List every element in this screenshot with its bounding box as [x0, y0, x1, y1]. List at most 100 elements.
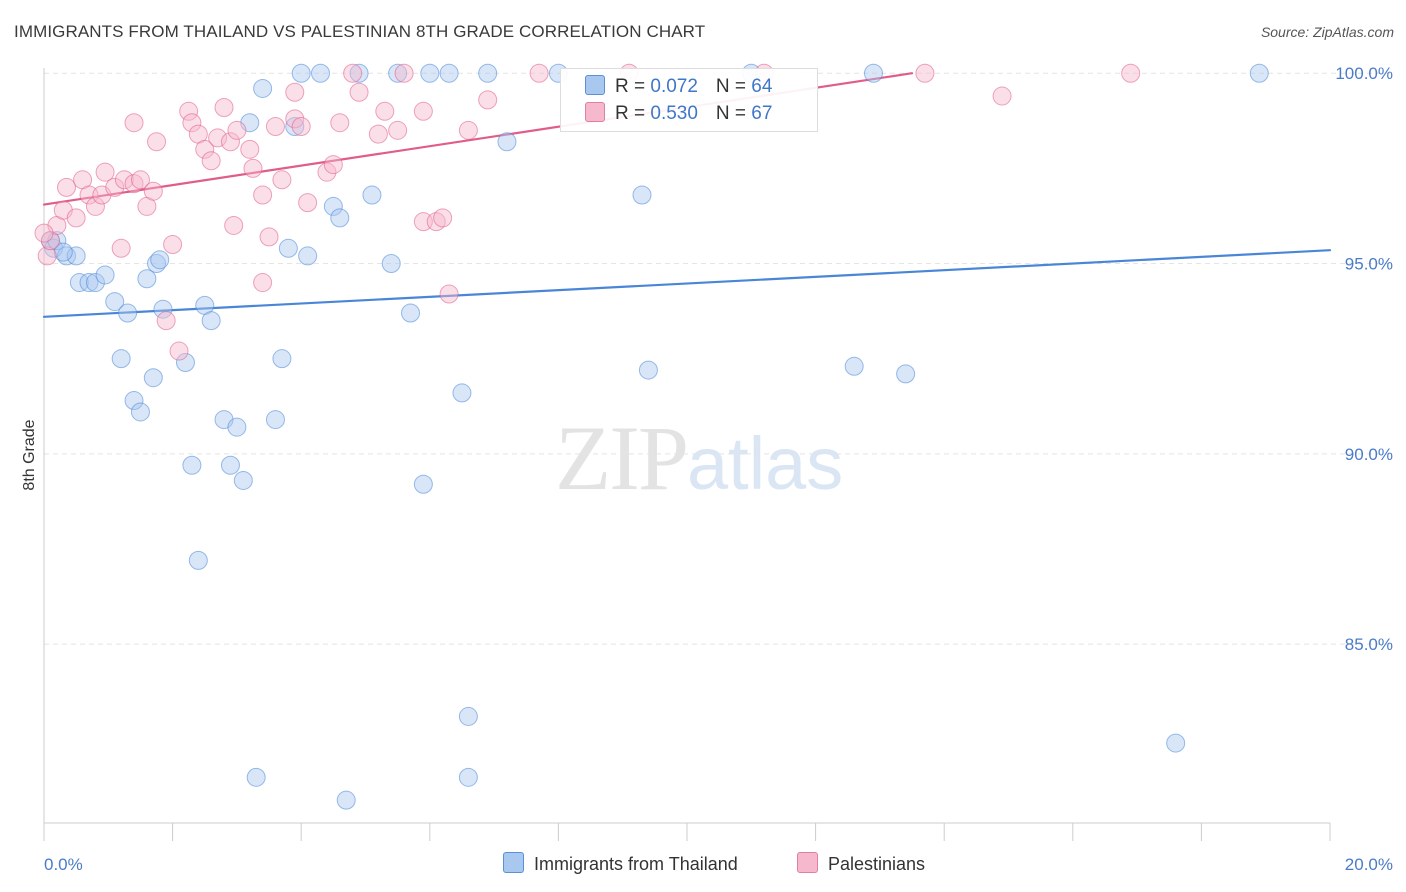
point-thailand: [253, 78, 273, 98]
y-tick-label: 100.0%: [1335, 64, 1393, 83]
point-palestinian: [227, 120, 247, 140]
legend-row-thailand: R = 0.072 N = 64: [585, 75, 772, 99]
point-palestinian: [1121, 63, 1141, 83]
point-thailand: [272, 349, 292, 369]
y-tick-label: 90.0%: [1345, 445, 1393, 464]
point-thailand: [381, 254, 401, 274]
point-thailand: [85, 273, 105, 293]
y-axis-title: 8th Grade: [21, 419, 38, 490]
point-thailand: [143, 368, 163, 388]
grid-lines: [44, 72, 1390, 645]
point-thailand: [1249, 63, 1269, 83]
point-palestinian: [85, 196, 105, 216]
trend-line-thailand: [42, 249, 1332, 318]
point-thailand: [147, 254, 167, 274]
point-thailand: [150, 250, 170, 270]
point-thailand: [175, 352, 195, 372]
point-palestinian: [458, 120, 478, 140]
point-thailand: [310, 63, 330, 83]
point-thailand: [118, 303, 138, 323]
legend-r-label: R =: [615, 76, 651, 97]
point-palestinian: [95, 162, 115, 182]
point-thailand: [182, 455, 202, 475]
stats-legend: R = 0.072 N = 64 R = 0.530 N = 67: [560, 68, 818, 132]
legend-swatch-palestinians: [797, 852, 818, 873]
axes: [43, 68, 1331, 841]
point-thailand: [285, 117, 305, 137]
point-thailand: [95, 265, 115, 285]
point-palestinian: [253, 273, 273, 293]
point-thailand: [458, 706, 478, 726]
point-thailand: [863, 63, 883, 83]
point-thailand: [439, 63, 459, 83]
legend-item-thailand[interactable]: Immigrants from Thailand: [503, 852, 738, 875]
data-points: [34, 63, 1269, 810]
point-palestinian: [478, 90, 498, 110]
point-thailand: [220, 455, 240, 475]
point-palestinian: [349, 82, 369, 102]
point-thailand: [323, 196, 343, 216]
point-palestinian: [259, 227, 279, 247]
point-palestinian: [195, 139, 215, 159]
legend-n-label: N =: [715, 76, 752, 97]
point-thailand: [53, 242, 73, 262]
point-palestinian: [143, 181, 163, 201]
point-thailand: [349, 63, 369, 83]
point-palestinian: [433, 208, 453, 228]
source-label: Source: ZipAtlas.com: [1260, 24, 1394, 40]
legend-label-thailand: Immigrants from Thailand: [534, 854, 738, 874]
watermark: ZIPatlas: [555, 405, 843, 511]
point-thailand: [265, 410, 285, 430]
legend-r-value: 0.072: [650, 76, 698, 97]
point-palestinian: [343, 63, 363, 83]
point-palestinian: [272, 170, 292, 190]
point-thailand: [233, 470, 253, 490]
point-thailand: [79, 273, 99, 293]
point-thailand: [362, 185, 382, 205]
point-thailand: [330, 208, 350, 228]
point-palestinian: [208, 128, 228, 148]
point-palestinian: [130, 170, 150, 190]
point-palestinian: [179, 101, 199, 121]
point-palestinian: [220, 132, 240, 152]
legend-swatch-palestinians: [585, 102, 605, 122]
point-palestinian: [413, 101, 433, 121]
point-thailand: [57, 246, 77, 266]
point-palestinian: [265, 117, 285, 137]
point-thailand: [105, 292, 125, 312]
point-thailand: [478, 63, 498, 83]
point-thailand: [452, 383, 472, 403]
point-thailand: [413, 474, 433, 494]
point-thailand: [497, 132, 517, 152]
point-palestinian: [156, 311, 176, 331]
point-thailand: [1166, 733, 1186, 753]
point-palestinian: [57, 177, 77, 197]
point-thailand: [201, 311, 221, 331]
legend-swatch-thailand: [585, 75, 605, 95]
legend-n-value: 64: [751, 76, 773, 97]
point-palestinian: [105, 177, 125, 197]
legend-r-label: R =: [615, 103, 651, 124]
point-thailand: [638, 360, 658, 380]
point-thailand: [153, 299, 173, 319]
point-thailand: [111, 349, 131, 369]
point-palestinian: [298, 193, 318, 213]
legend-n-label: N =: [715, 103, 752, 124]
point-palestinian: [368, 124, 388, 144]
point-thailand: [298, 246, 318, 266]
x-tick-label: 20.0%: [1345, 855, 1393, 874]
point-palestinian: [163, 234, 183, 254]
point-palestinian: [114, 170, 134, 190]
watermark-zip: ZIP: [555, 407, 689, 509]
point-thailand: [632, 185, 652, 205]
legend-n-value: 67: [751, 103, 773, 124]
point-palestinian: [291, 117, 311, 137]
point-palestinian: [323, 155, 343, 175]
legend-item-palestinians[interactable]: Palestinians: [797, 852, 925, 875]
watermark-atlas: atlas: [687, 422, 844, 505]
point-thailand: [246, 767, 266, 787]
point-palestinian: [111, 238, 131, 258]
point-palestinian: [253, 185, 273, 205]
chart-title: IMMIGRANTS FROM THAILAND VS PALESTINIAN …: [14, 22, 706, 41]
